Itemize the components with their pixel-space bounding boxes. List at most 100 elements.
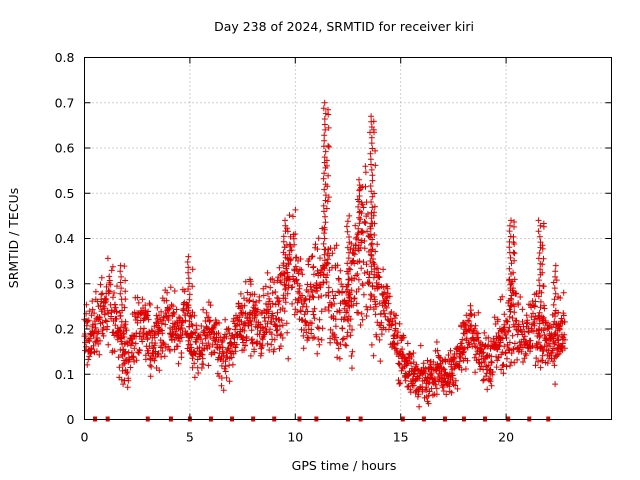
data-point [467, 323, 474, 330]
data-point [561, 336, 568, 343]
data-point [540, 255, 547, 262]
y-axis-label: SRMTID / TECUs [6, 188, 21, 288]
data-point [488, 382, 495, 389]
data-point [133, 357, 140, 364]
data-point [95, 341, 102, 347]
data-point [258, 350, 265, 357]
data-point [251, 348, 258, 355]
data-point [445, 352, 452, 358]
y-tick-label: 0.6 [55, 141, 75, 156]
data-point [243, 333, 250, 340]
data-point [511, 219, 518, 225]
data-point [193, 322, 200, 329]
data-point [540, 220, 547, 227]
data-point [188, 321, 195, 328]
data-point [346, 276, 353, 283]
data-point [504, 355, 510, 362]
data-point [122, 350, 128, 356]
data-point [461, 345, 468, 352]
data-point [334, 262, 341, 269]
data-point [495, 354, 502, 361]
data-point [248, 321, 255, 328]
data-point [340, 335, 347, 342]
data-point [486, 367, 493, 374]
data-point [122, 277, 129, 284]
data-point [353, 300, 360, 307]
data-point [321, 208, 327, 215]
data-point [544, 360, 551, 367]
data-point [128, 335, 134, 342]
data-point [361, 270, 368, 276]
data-point [330, 313, 337, 319]
data-point [230, 315, 237, 322]
data-point [331, 300, 338, 307]
data-point [506, 324, 513, 331]
data-point [508, 359, 515, 366]
data-point [311, 305, 318, 312]
data-point [345, 270, 352, 277]
grid-lines [84, 57, 612, 420]
data-point [373, 333, 380, 340]
data-point [368, 166, 375, 173]
data-point [325, 292, 332, 299]
data-point [303, 329, 310, 336]
data-point [296, 266, 303, 273]
data-point [223, 333, 230, 340]
data-point [362, 169, 369, 176]
data-point [198, 323, 205, 329]
data-point [185, 286, 192, 292]
data-point [269, 290, 276, 296]
data-point [292, 296, 299, 303]
data-point [116, 364, 123, 371]
data-point [480, 377, 487, 384]
data-point [281, 308, 288, 315]
data-point [226, 378, 233, 385]
data-point [280, 238, 287, 245]
data-point [97, 302, 104, 309]
data-point [343, 342, 350, 349]
data-point [205, 314, 212, 321]
data-point [344, 218, 351, 225]
data-point [504, 318, 510, 325]
data-point [367, 231, 374, 238]
data-point [246, 297, 253, 304]
data-point [375, 273, 382, 280]
data-point [480, 349, 487, 356]
data-point [121, 341, 128, 347]
data-point [276, 264, 283, 271]
data-point [232, 348, 239, 355]
data-point [511, 309, 518, 316]
data-point [105, 341, 112, 348]
data-point [376, 274, 383, 281]
data-point [362, 163, 369, 170]
data-point [461, 348, 467, 355]
data-point [320, 105, 327, 112]
data-point [251, 302, 258, 309]
data-point [177, 326, 184, 333]
data-point [317, 284, 324, 291]
data-point [284, 290, 291, 297]
data-point [287, 276, 293, 283]
data-point [280, 233, 287, 240]
data-point [197, 336, 204, 343]
data-point [314, 324, 321, 331]
data-point [551, 341, 558, 348]
data-point [139, 338, 146, 345]
data-point [122, 288, 129, 295]
data-point [92, 288, 99, 295]
data-point [123, 327, 130, 334]
data-point [199, 351, 206, 358]
data-point [135, 299, 142, 306]
data-point [150, 345, 156, 352]
data-point [371, 293, 378, 300]
y-tick-label: 0.3 [55, 276, 75, 291]
data-point [283, 320, 290, 327]
data-point [355, 276, 362, 283]
data-point [465, 317, 471, 324]
x-tick-label: 10 [287, 430, 303, 445]
data-point [400, 351, 407, 358]
data-point [295, 288, 301, 295]
data-point [220, 387, 227, 394]
data-point [324, 183, 331, 190]
data-point [310, 294, 317, 301]
